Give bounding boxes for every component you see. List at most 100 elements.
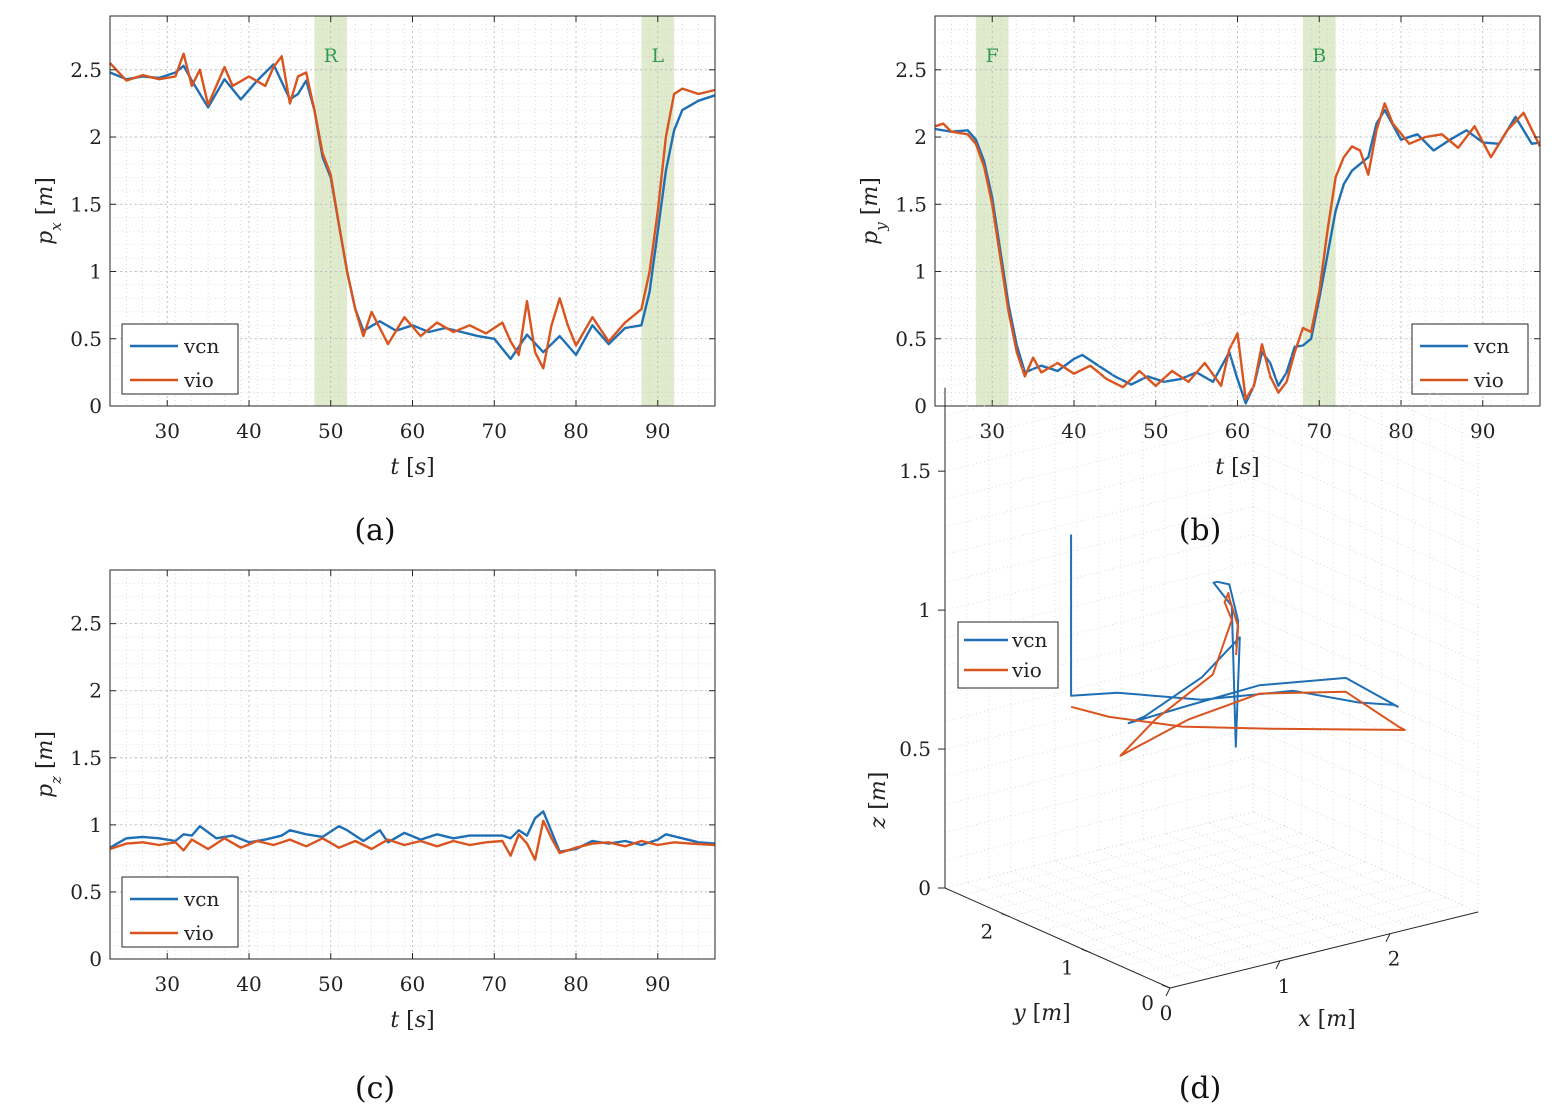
grid-wall-z1 bbox=[944, 422, 1254, 500]
x-tick-label: 70 bbox=[482, 419, 507, 443]
grid-wall-z2 bbox=[1252, 589, 1479, 691]
x-tick-label: 30 bbox=[155, 972, 180, 996]
grid-floor-x bbox=[1032, 865, 1259, 967]
grid-floor-y bbox=[1121, 890, 1430, 967]
grid-floor-x bbox=[1186, 827, 1413, 929]
series-line-vio bbox=[934, 102, 1542, 401]
y-tick-mark bbox=[1081, 948, 1090, 953]
grid-wall-z1 bbox=[944, 728, 1254, 805]
legend-box bbox=[121, 876, 239, 948]
grid-wall-z1 bbox=[944, 811, 1254, 889]
y-tick-label: 2.5 bbox=[70, 58, 102, 82]
legend-label-vcn: vcn bbox=[183, 334, 220, 358]
y-tick-label: 1.5 bbox=[70, 746, 102, 770]
caption-c: (c) bbox=[355, 1071, 395, 1106]
grid-floor-y bbox=[1025, 847, 1334, 925]
legend-label-vio: vio bbox=[1011, 658, 1042, 682]
grid-floor-y bbox=[977, 825, 1286, 903]
legend-label-vcn: vcn bbox=[1473, 334, 1510, 358]
x-tick-label: 1 bbox=[1278, 974, 1291, 998]
x-axis-label: x [m] bbox=[1298, 1007, 1355, 1032]
grid-wall-z1 bbox=[944, 700, 1254, 778]
legend-label-vcn: vcn bbox=[1011, 628, 1048, 652]
z-axis-label: z [m] bbox=[866, 772, 891, 830]
y-tick-label: 2 bbox=[914, 125, 927, 149]
grid-wall-z1 bbox=[944, 450, 1254, 528]
x-tick-label: 40 bbox=[236, 972, 261, 996]
grid-wall-z1 bbox=[944, 644, 1254, 722]
grid-floor-x bbox=[966, 882, 1193, 983]
grid-wall-z2 bbox=[1252, 783, 1479, 885]
y-tick-label: 1 bbox=[914, 260, 927, 284]
y-tick-label: 0.5 bbox=[70, 327, 102, 351]
y-tick-label: 0 bbox=[89, 947, 102, 971]
y-tick-label: 1.5 bbox=[70, 192, 102, 216]
x-tick-label: 60 bbox=[400, 419, 425, 443]
grid-wall-z1 bbox=[944, 672, 1254, 750]
y-tick-label: 1 bbox=[1061, 955, 1074, 979]
x-tick-label: 30 bbox=[155, 419, 180, 443]
grid-floor-x bbox=[1098, 849, 1325, 951]
y-axis-label: y [m] bbox=[1012, 1001, 1070, 1026]
y-tick-label: 0.5 bbox=[895, 327, 927, 351]
caption-d: (d) bbox=[1179, 1071, 1222, 1106]
grid-floor-x bbox=[1142, 838, 1369, 940]
y-tick-label: 1.5 bbox=[895, 192, 927, 216]
grid-floor-y bbox=[1073, 868, 1382, 946]
trajectory-vio bbox=[1070, 591, 1406, 757]
grid-floor-y bbox=[1041, 854, 1350, 932]
grid-wall-z1 bbox=[944, 367, 1254, 444]
x-tick-label: 50 bbox=[318, 972, 343, 996]
x-tick-label: 50 bbox=[318, 419, 343, 443]
grid-wall-z1 bbox=[944, 394, 1254, 472]
y-axis-label: py [m] bbox=[858, 177, 890, 245]
legend-box bbox=[121, 323, 239, 395]
x-tick-label: 60 bbox=[400, 972, 425, 996]
x-axis-label: t [s] bbox=[390, 1008, 434, 1033]
y-tick-label: 1 bbox=[89, 260, 102, 284]
x-tick-label: 90 bbox=[1470, 419, 1495, 443]
grid-floor-x bbox=[1208, 822, 1435, 924]
z-tick-label: 0 bbox=[918, 876, 931, 900]
grid-wall-z1 bbox=[944, 783, 1254, 861]
grid-floor-y bbox=[1057, 861, 1366, 939]
y-tick-label: 2 bbox=[981, 920, 994, 944]
x-tick-label: 80 bbox=[1388, 419, 1413, 443]
y-tick-label: 0 bbox=[914, 394, 927, 418]
y-axis-label: pz [m] bbox=[33, 731, 65, 798]
x-tick-label: 0 bbox=[1160, 1001, 1173, 1025]
caption-b: (b) bbox=[1179, 513, 1222, 548]
x-tick-label: 30 bbox=[980, 419, 1005, 443]
grid-floor-x bbox=[1164, 833, 1391, 935]
y-tick-label: 2 bbox=[89, 125, 102, 149]
grid-floor-x bbox=[1120, 844, 1347, 945]
grid-floor-y bbox=[960, 818, 1270, 896]
grid-floor-x bbox=[1054, 860, 1281, 962]
x-tick-label: 70 bbox=[1307, 419, 1332, 443]
series-line-vio bbox=[109, 819, 716, 861]
y-tick-mark bbox=[1001, 913, 1010, 918]
x-tick-label: 50 bbox=[1143, 419, 1168, 443]
legend-label-vio: vio bbox=[1473, 368, 1504, 392]
grid-floor-y bbox=[1009, 840, 1318, 917]
y-tick-label: 0 bbox=[1141, 991, 1154, 1015]
x-tick-label: 40 bbox=[236, 419, 261, 443]
grid-floor-x bbox=[1010, 871, 1237, 973]
grid-wall-z1 bbox=[944, 311, 1254, 389]
legend-label-vio: vio bbox=[183, 368, 214, 392]
x-tick-label: 80 bbox=[563, 419, 588, 443]
z-tick-label: 0.5 bbox=[899, 737, 931, 761]
z-tick-label: 1 bbox=[918, 598, 931, 622]
grid-floor-x bbox=[1076, 855, 1303, 956]
x-tick-label: 60 bbox=[1225, 419, 1250, 443]
grid-wall-z1 bbox=[944, 478, 1254, 555]
y-tick-mark bbox=[1161, 984, 1171, 989]
y-tick-label: 1 bbox=[89, 813, 102, 837]
grid-floor-y bbox=[1105, 883, 1414, 960]
grid-floor-y bbox=[1089, 875, 1398, 953]
grid-floor-y bbox=[993, 833, 1302, 910]
legend-box bbox=[1411, 323, 1529, 395]
